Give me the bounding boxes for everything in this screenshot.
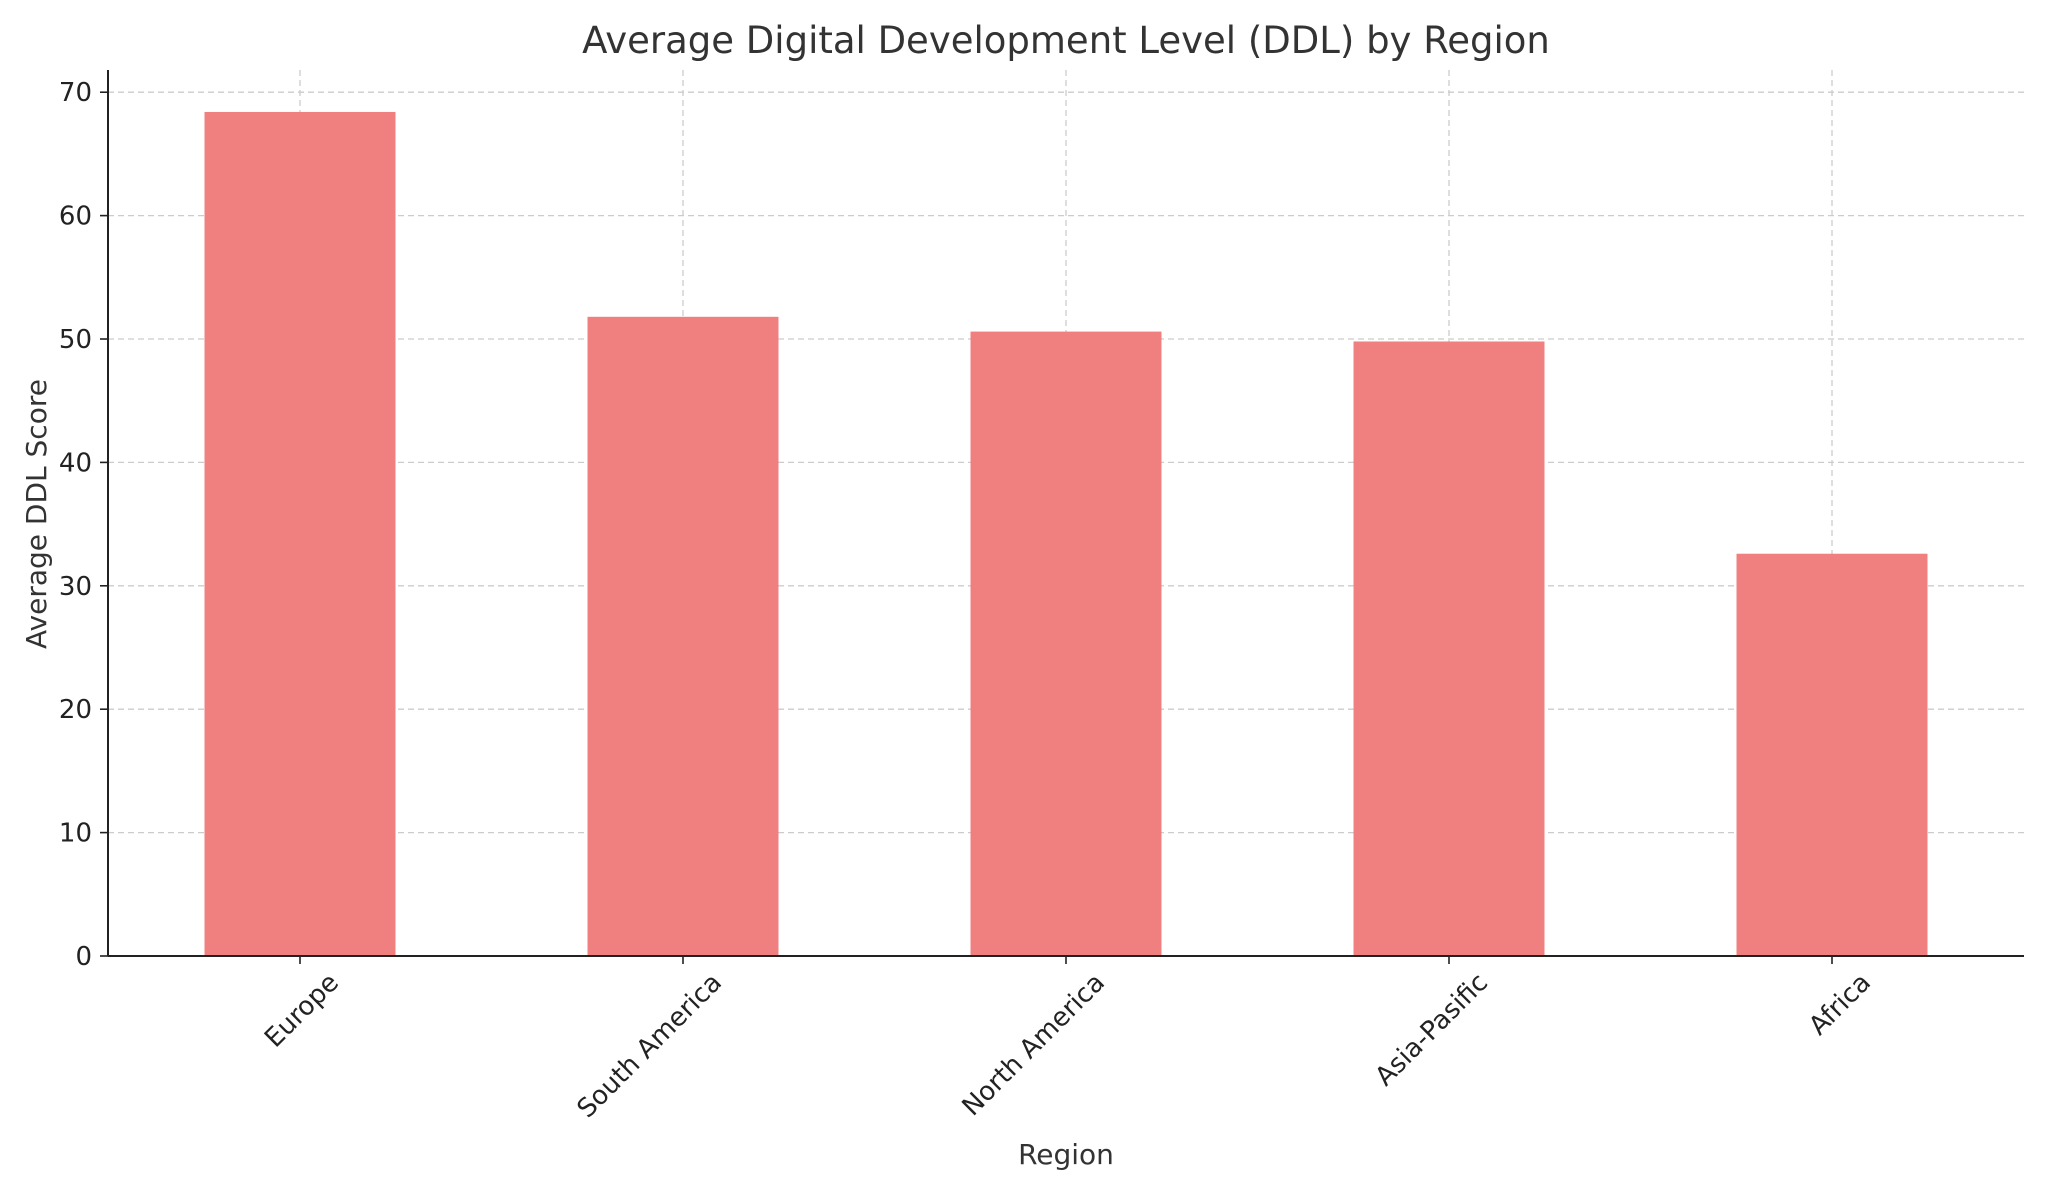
bar-europe: [204, 111, 396, 956]
bars: [204, 111, 1928, 957]
bar-south-america: [587, 316, 779, 957]
y-tick-label: 30: [59, 572, 92, 602]
y-tick-label: 40: [59, 448, 92, 478]
x-axis-label: Region: [1018, 1138, 1114, 1171]
y-axis-label: Average DDL Score: [20, 379, 53, 649]
y-tick-label: 10: [59, 819, 92, 849]
bar-asia-pasific: [1353, 341, 1545, 956]
bar-africa: [1736, 553, 1928, 956]
chart-title: Average Digital Development Level (DDL) …: [582, 19, 1550, 62]
y-tick-label: 20: [59, 695, 92, 725]
y-axis-ticks: 0 10 20 30 40 50 60 70: [59, 78, 108, 972]
y-tick-label: 60: [59, 202, 92, 232]
bar-north-america: [970, 331, 1162, 956]
y-tick-label: 70: [59, 78, 92, 108]
y-tick-label: 0: [75, 942, 92, 972]
y-tick-label: 50: [59, 325, 92, 355]
